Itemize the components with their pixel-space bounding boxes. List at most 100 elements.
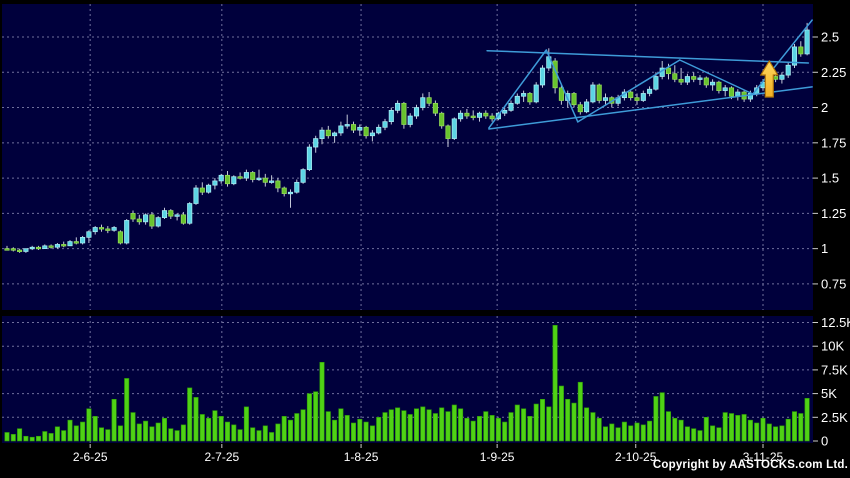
volume-bar: [432, 413, 438, 442]
volume-bar: [344, 415, 350, 442]
volume-tick-label: 12.5K: [821, 315, 850, 330]
volume-bar: [773, 426, 779, 442]
volume-bar: [407, 414, 413, 442]
candles: [4, 22, 810, 253]
candle-down: [48, 245, 54, 248]
volume-bar: [640, 424, 646, 442]
trendline-zigzag-rise-2: [577, 59, 681, 123]
volume-bar: [728, 413, 734, 442]
candle-up: [111, 227, 117, 231]
candle-up: [785, 64, 791, 76]
trendline-breakout-line: [752, 19, 813, 95]
volume-bar: [791, 411, 797, 442]
candle-up: [332, 132, 338, 137]
price-tick-label: 1.25: [821, 206, 846, 221]
candle-down: [665, 67, 672, 75]
candle-down: [571, 93, 577, 106]
volume-bar: [92, 416, 98, 442]
volume-bar: [571, 402, 577, 442]
volume-bar: [168, 428, 174, 442]
volume-bar: [162, 417, 168, 442]
volume-bar: [42, 431, 48, 442]
volume-bar: [760, 417, 766, 442]
candle-up: [533, 84, 539, 103]
volume-bar: [546, 406, 552, 442]
gridlines: [2, 4, 813, 443]
candle-up: [476, 112, 483, 118]
trendline-zigzag-fall-1: [545, 49, 579, 123]
date-tick-label: 1-9-25: [480, 450, 515, 464]
volume-bar: [243, 406, 249, 442]
volume-bar: [111, 398, 117, 442]
date-tick-label: 1-8-25: [344, 450, 379, 464]
candle-up: [243, 172, 249, 179]
candle-up: [779, 74, 785, 80]
candle-down: [432, 102, 438, 114]
candle-up: [256, 177, 262, 181]
volume-tick-label: 10K: [821, 339, 844, 354]
volume-bar: [86, 408, 92, 442]
candle-up: [590, 84, 596, 103]
candle-up: [684, 76, 690, 83]
volume-bar: [212, 410, 218, 442]
candle-down: [596, 84, 602, 101]
candle-up: [54, 244, 60, 248]
volume-bar: [275, 423, 281, 442]
date-tick-label: 3-11-25: [743, 450, 784, 464]
volume-bar: [747, 419, 753, 442]
volume-bar: [294, 413, 300, 442]
volume-bar: [10, 434, 16, 442]
candle-down: [180, 214, 186, 224]
candle-down: [489, 115, 495, 120]
volume-bar: [149, 426, 155, 442]
candle-down: [136, 218, 142, 223]
candle-down: [325, 129, 331, 137]
volume-bar: [231, 424, 237, 442]
volume-bar: [703, 416, 709, 442]
volume-bar: [300, 409, 306, 442]
candle-up: [407, 115, 413, 125]
candle-up: [319, 129, 325, 139]
volume-bar: [678, 419, 684, 442]
volume-bar: [609, 423, 615, 442]
volume-bar: [514, 404, 520, 442]
candle-down: [224, 174, 231, 185]
volume-bar: [495, 417, 501, 442]
volume-bar: [287, 419, 293, 442]
candle-down: [350, 124, 357, 131]
volume-bar: [143, 420, 149, 442]
candle-up: [338, 125, 344, 134]
candle-up: [23, 248, 29, 252]
candle-down: [634, 97, 640, 101]
volume-bar: [458, 408, 464, 442]
candle-down: [275, 180, 281, 189]
volume-bar: [533, 403, 539, 442]
candle-up: [155, 217, 161, 227]
volume-bar: [483, 411, 489, 442]
volume-bar: [741, 414, 747, 442]
volume-tick-label: 2.5K: [821, 410, 848, 425]
candle-down: [672, 73, 678, 80]
volume-bar: [376, 416, 382, 442]
volume-bar: [470, 420, 476, 442]
candle-up: [502, 110, 508, 114]
candle-down: [105, 228, 111, 231]
candle-down: [798, 46, 804, 55]
volume-bar: [602, 426, 608, 442]
date-tick-label: 2-7-25: [204, 450, 239, 464]
volume-bar: [313, 391, 319, 442]
candle-up: [313, 138, 319, 148]
volume-bar: [262, 425, 268, 442]
volume-bar: [615, 427, 621, 442]
volume-bar: [672, 417, 678, 442]
volume-bar: [413, 408, 419, 442]
trendline-lower-support: [488, 86, 813, 130]
volume-bar: [281, 416, 287, 442]
candle-down: [470, 115, 476, 118]
volume-bar: [338, 408, 344, 442]
candle-up: [514, 95, 520, 104]
candle-up: [395, 102, 401, 111]
candle-up: [92, 227, 98, 233]
candle-up: [80, 237, 86, 244]
